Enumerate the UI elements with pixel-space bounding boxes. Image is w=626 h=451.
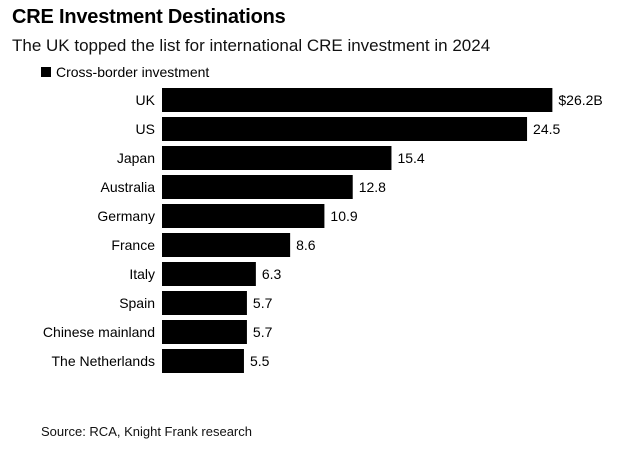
category-label: France	[111, 237, 155, 253]
chart-title: CRE Investment Destinations	[12, 6, 286, 28]
source-note: Source: RCA, Knight Frank research	[41, 424, 252, 439]
category-label: The Netherlands	[51, 353, 155, 369]
bar-the-netherlands	[162, 349, 244, 373]
bar-france	[162, 233, 291, 257]
value-label: 5.7	[253, 324, 273, 340]
value-label: 8.6	[296, 237, 316, 253]
category-label: Australia	[101, 179, 156, 195]
category-label: US	[136, 121, 155, 137]
bar-japan	[162, 146, 392, 170]
value-label: 12.8	[359, 179, 386, 195]
bar-chinese-mainland	[162, 320, 247, 344]
category-label: Japan	[117, 150, 155, 166]
bar-australia	[162, 175, 353, 199]
bar-uk	[162, 88, 553, 112]
category-label: Italy	[129, 266, 155, 282]
bar-germany	[162, 204, 325, 228]
bar-us	[162, 117, 528, 141]
category-label: Chinese mainland	[43, 324, 155, 340]
category-label: Germany	[97, 208, 155, 224]
category-label: Spain	[119, 295, 155, 311]
value-label: 15.4	[397, 150, 424, 166]
category-label: UK	[136, 92, 156, 108]
bar-italy	[162, 262, 256, 286]
value-label: 10.9	[330, 208, 357, 224]
value-label: $26.2B	[558, 92, 602, 108]
legend: Cross-border investment	[41, 64, 209, 80]
value-label: 24.5	[533, 121, 560, 137]
legend-label: Cross-border investment	[56, 64, 210, 80]
chart-subtitle: The UK topped the list for international…	[12, 36, 491, 55]
value-label: 6.3	[262, 266, 282, 282]
bar-chart: UK $26.2B US 24.5 Japan 15.4 Australia 12.8 Germ…	[43, 88, 603, 373]
bar-spain	[162, 291, 247, 315]
legend-swatch	[41, 67, 51, 77]
value-label: 5.5	[250, 353, 270, 369]
value-label: 5.7	[253, 295, 273, 311]
